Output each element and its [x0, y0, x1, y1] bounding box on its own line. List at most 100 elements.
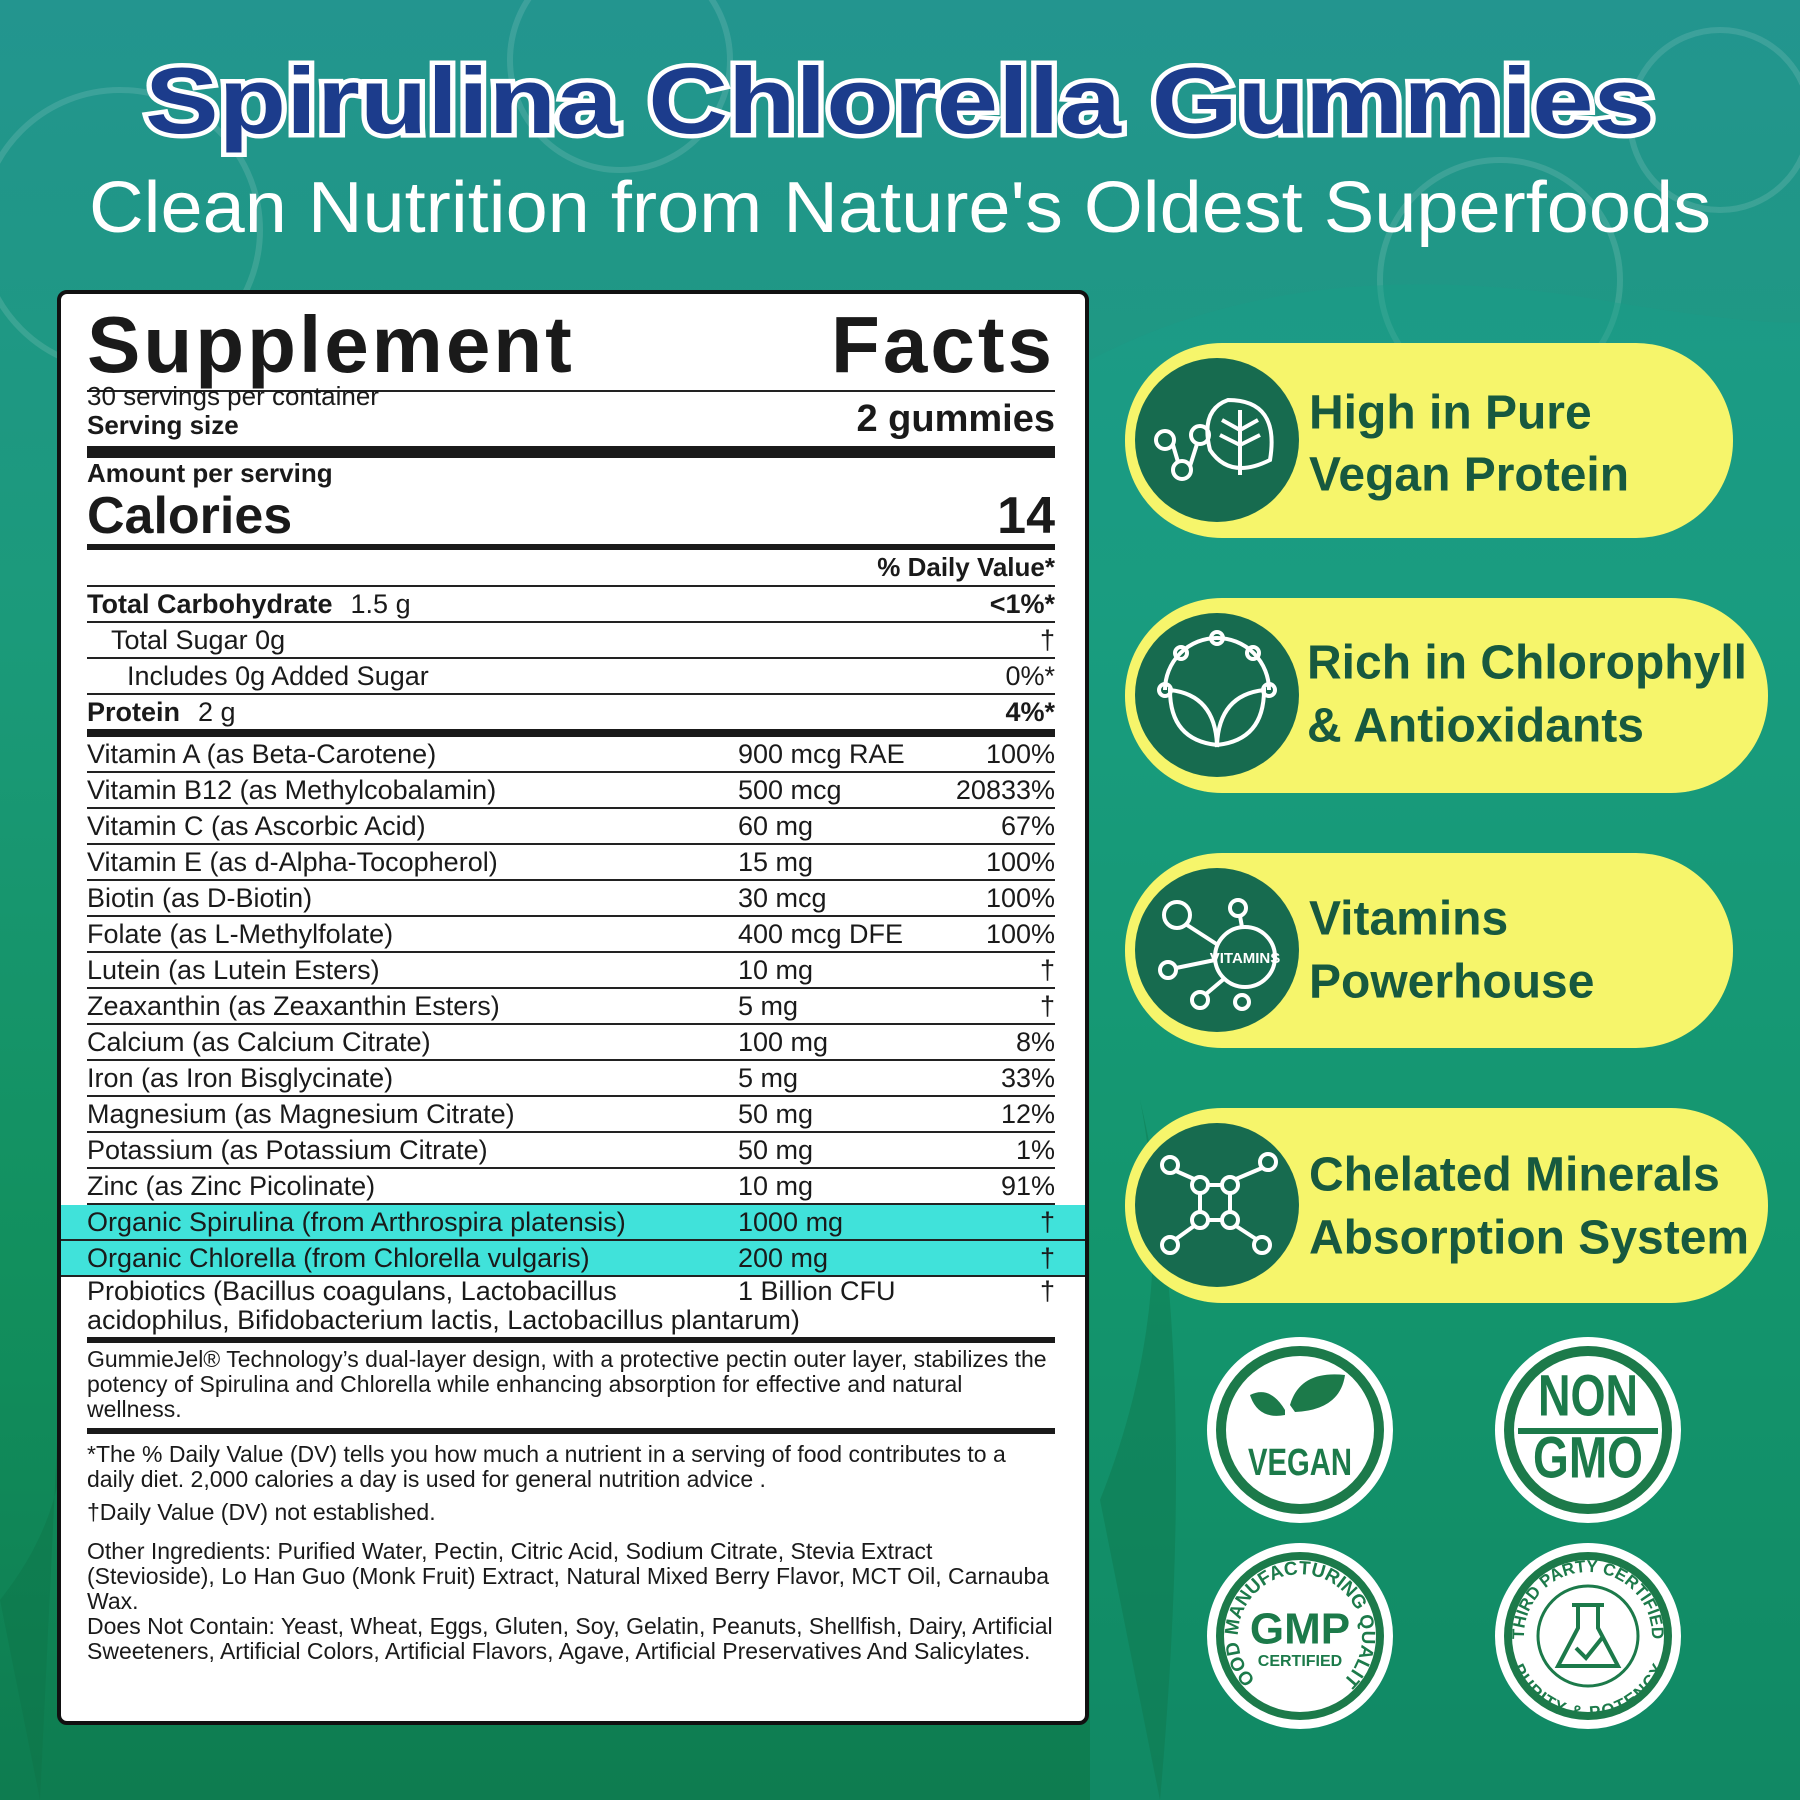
nutrient-name: Zinc (as Zinc Picolinate): [87, 1171, 376, 1201]
technology-note: GummieJel® Technology’s dual-layer desig…: [87, 1343, 1055, 1434]
calories-value: 14: [997, 487, 1055, 545]
nutrient-row: 500 mcg 20833% Vitamin B12 (as Methylcobal…: [87, 773, 1055, 809]
feature-icon: [1135, 1123, 1299, 1287]
nutrient-values: 30 mcg 100%: [738, 881, 1055, 915]
badge-inner-ring: [1536, 1584, 1640, 1688]
macro-row: Includes 0g Added Sugar 0%*: [87, 659, 1055, 695]
macro-name: Protein: [87, 697, 181, 727]
nutrient-row: 200 mg † Organic Chlorella (from Chlorella…: [61, 1241, 1085, 1277]
macro-name: Includes 0g Added Sugar: [127, 661, 429, 691]
macro-cell: Total Carbohydrate 1.5 g: [87, 587, 411, 621]
macro-row: Protein 2 g 4%*: [87, 695, 1055, 737]
nutrient-amount: 10 mg: [738, 1171, 814, 1201]
macro-dv: 4%*: [1005, 697, 1055, 727]
feature-text: & Antioxidants: [1307, 700, 1644, 753]
serving-info: 30 servings per container Serving size 2…: [87, 382, 1055, 458]
nutrient-dv: †: [1039, 955, 1055, 985]
title: Spirulina Chlorella Gummies: [145, 48, 1655, 153]
nutrient-row: 60 mg 67% Vitamin C (as Ascorbic Acid): [87, 809, 1055, 845]
nutrient-dv: †: [1039, 1207, 1055, 1237]
nutrient-row: 10 mg 91% Zinc (as Zinc Picolinate): [87, 1169, 1055, 1205]
feature-pill: [1125, 1108, 1768, 1303]
macro-dv: 0%*: [1005, 661, 1055, 691]
nutrient-amount: 50 mg: [738, 1099, 814, 1129]
nutrient-values: 15 mg 100%: [738, 845, 1055, 879]
nutrient-values: 5 mg †: [738, 989, 1055, 1023]
calories-label: Calories: [87, 487, 293, 545]
does-not-contain: Does Not Contain: Yeast, Wheat, Eggs, Gl…: [87, 1613, 1053, 1664]
badge-text: NON: [1538, 1363, 1638, 1428]
nutrient-dv: 100%: [985, 847, 1055, 877]
feature-text: Absorption System: [1309, 1212, 1749, 1265]
supplement-facts: Supplement Facts 30 servings per contain…: [57, 290, 1089, 1725]
nutrient-row: 50 mg 12% Magnesium (as Magnesium Citrate): [87, 1097, 1055, 1133]
nutrient-values: 50 mg 1%: [738, 1133, 1055, 1167]
nutrient-name: Vitamin C (as Ascorbic Acid): [87, 811, 426, 841]
nutrient-values: 100 mg 8%: [738, 1025, 1055, 1059]
feature-icon: [1135, 358, 1299, 522]
feature-pill: [1125, 598, 1768, 793]
nutrient-amount: 10 mg: [738, 955, 814, 985]
facts-title: Supplement Facts: [87, 302, 1055, 392]
nutrient-name: Zeaxanthin (as Zeaxanthin Esters): [87, 991, 500, 1021]
feature: High in Pure Vegan Protein: [1125, 343, 1733, 538]
nutrient-amount: 500 mcg: [738, 775, 842, 805]
nutrient-values: 1000 mg †: [738, 1205, 1055, 1239]
subtitle: Clean Nutrition from Nature's Oldest Sup…: [89, 168, 1711, 248]
nutrient-amount: 900 mcg RAE: [738, 739, 905, 769]
nutrient-row: 5 mg † Zeaxanthin (as Zeaxanthin Esters): [87, 989, 1055, 1025]
feature-text: Powerhouse: [1309, 956, 1594, 1009]
macro-amount: 1.5 g: [350, 589, 411, 619]
badge-leaf: [1250, 1374, 1345, 1416]
nutrient-name: Vitamin A (as Beta-Carotene): [87, 739, 437, 769]
nutrient-values: 10 mg †: [738, 953, 1055, 987]
nutrient-dv: †: [1039, 991, 1055, 1021]
macro-dv: †: [1039, 625, 1055, 655]
nutrient-name: Magnesium (as Magnesium Citrate): [87, 1099, 515, 1129]
servings: 30 servings per container: [87, 381, 379, 411]
badge-vegan: VEGAN: [1207, 1337, 1393, 1523]
badge-third-party: THIRD PARTY CERTIFIED PURITY & POTENCY: [1495, 1543, 1681, 1729]
dv-note: *The % Daily Value (DV) tells you how mu…: [87, 1441, 1006, 1492]
macro-row: Total Sugar 0g †: [87, 623, 1055, 659]
macro-name: Total Sugar 0g: [111, 625, 286, 655]
nutrient-values: 900 mcg RAE 100%: [738, 737, 1055, 771]
nutrient-values: 400 mcg DFE 100%: [738, 917, 1055, 951]
macro-cell: Protein 2 g: [87, 695, 236, 729]
macro-dv: <1%*: [989, 589, 1055, 619]
nutrient-dv: †: [1039, 1243, 1055, 1273]
amount-label: Amount per serving: [87, 458, 333, 488]
macro-row: Total Carbohydrate 1.5 g <1%*: [87, 587, 1055, 623]
nutrient-row: 900 mcg RAE 100% Vitamin A (as Beta-Carote…: [87, 737, 1055, 773]
nutrient-name: Iron (as Iron Bisglycinate): [87, 1063, 394, 1093]
dagger-note: †Daily Value (DV) not established.: [87, 1499, 436, 1525]
icon-text: VITAMINS: [1210, 950, 1281, 967]
nutrient-row: 15 mg 100% Vitamin E (as d-Alpha-Tocophero…: [87, 845, 1055, 881]
nutrient-name: Organic Chlorella (from Chlorella vulgar…: [87, 1243, 590, 1273]
nutrient-amount: 50 mg: [738, 1135, 814, 1165]
nutrient-name: Folate (as L-Methylfolate): [87, 919, 394, 949]
feature-text: Vitamins: [1309, 893, 1508, 946]
nutrient-values: 5 mg 33%: [738, 1061, 1055, 1095]
nutrient-amount: 1 Billion CFU: [738, 1276, 896, 1306]
nutrient-name: Vitamin E (as d-Alpha-Tocopherol): [87, 847, 498, 877]
nutrient-name: Calcium (as Calcium Citrate): [87, 1027, 431, 1057]
badge-flask: [1554, 1603, 1622, 1668]
nutrient-row: 1 Billion CFU † Probiotics (Bacillus coagu…: [87, 1277, 1055, 1343]
feature-text: Vegan Protein: [1309, 449, 1629, 502]
serving-left: 30 servings per container Serving size: [87, 382, 379, 440]
icon-leaves: [1157, 630, 1277, 748]
serving-size-label: Serving size: [87, 410, 239, 440]
nutrient-values: 500 mcg 20833%: [738, 773, 1055, 807]
badge-non-gmo: NON GMO: [1495, 1337, 1681, 1523]
feature-text: Rich in Chlorophyll: [1307, 637, 1747, 690]
nutrient-dv: 100%: [985, 739, 1055, 769]
nutrient-table: 900 mcg RAE 100% Vitamin A (as Beta-Carote…: [61, 737, 1085, 1343]
nutrient-dv: 100%: [985, 919, 1055, 949]
feature-text: Chelated Minerals: [1309, 1149, 1720, 1202]
nutrient-amount: 60 mg: [738, 811, 814, 841]
nutrient-dv: 91%: [1000, 1171, 1055, 1201]
nutrient-row: 10 mg † Lutein (as Lutein Esters): [87, 953, 1055, 989]
nutrient-name: Probiotics (Bacillus coagulans, Lactobac…: [87, 1276, 800, 1335]
